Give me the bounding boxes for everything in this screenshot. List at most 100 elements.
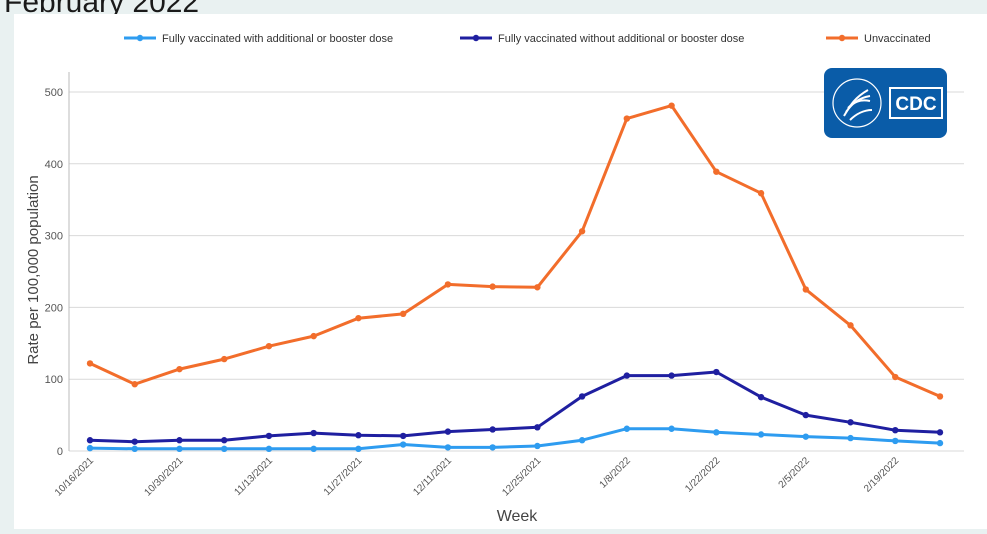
cdc-logo[interactable]: CDC	[824, 68, 947, 138]
data-point[interactable]	[131, 381, 138, 388]
data-point[interactable]	[265, 445, 273, 453]
data-point[interactable]	[265, 432, 273, 440]
data-point[interactable]	[578, 437, 586, 444]
x-tick-label: 12/25/2021	[500, 455, 543, 498]
x-axis-label: Week	[497, 508, 539, 525]
data-point[interactable]	[534, 442, 541, 450]
x-tick-label: 1/22/2022	[683, 455, 723, 495]
hhs-eagle-icon	[832, 78, 882, 128]
x-tick-label: 12/11/2021	[411, 455, 454, 498]
y-tick-label: 500	[45, 87, 63, 99]
series-no_booster	[86, 368, 944, 445]
data-point[interactable]	[713, 168, 720, 175]
data-point[interactable]	[757, 393, 765, 401]
data-point[interactable]	[355, 314, 362, 322]
x-axis-ticks: 10/16/2021 10/30/2021 11/13/2021 11/27/2021…	[53, 455, 902, 498]
y-axis-ticks: 0 100 200 300 400 500	[45, 87, 63, 458]
data-point[interactable]	[578, 228, 586, 235]
chart-legend: Fully vaccinated with additional or boos…	[124, 33, 931, 45]
x-tick-label: 1/8/2022	[598, 455, 634, 491]
data-point[interactable]	[668, 102, 675, 109]
data-point[interactable]	[444, 444, 452, 451]
cdc-logo-text: CDC	[895, 94, 936, 115]
data-point[interactable]	[221, 445, 228, 453]
chart-card: Fully vaccinated with additional or boos…	[14, 14, 987, 529]
data-point[interactable]	[265, 342, 273, 350]
data-point[interactable]	[176, 437, 183, 444]
x-tick-label: 11/27/2021	[322, 455, 365, 498]
data-point[interactable]	[310, 332, 317, 340]
data-point[interactable]	[489, 283, 496, 290]
chart-series	[86, 102, 944, 453]
series-line	[88, 427, 942, 451]
legend-label: Unvaccinated	[864, 33, 931, 45]
legend-item-no_booster[interactable]: Fully vaccinated without additional or b…	[460, 33, 744, 45]
data-point[interactable]	[936, 439, 944, 447]
data-point[interactable]	[802, 286, 809, 293]
data-point[interactable]	[713, 429, 720, 436]
data-point[interactable]	[131, 445, 138, 453]
data-point[interactable]	[444, 281, 452, 288]
data-point[interactable]	[623, 372, 631, 379]
y-tick-label: 200	[45, 302, 63, 314]
x-tick-label: 2/19/2022	[862, 455, 902, 495]
data-point[interactable]	[221, 355, 228, 363]
cdc-logo-badge	[889, 87, 943, 119]
y-tick-label: 400	[45, 159, 63, 171]
data-point[interactable]	[623, 115, 631, 122]
data-point[interactable]	[310, 429, 317, 437]
data-point[interactable]	[623, 425, 631, 432]
x-tick-label: 2/5/2022	[777, 455, 813, 491]
data-point[interactable]	[892, 426, 899, 434]
data-point[interactable]	[847, 419, 854, 426]
data-point[interactable]	[355, 445, 362, 453]
data-point[interactable]	[847, 322, 854, 329]
x-tick-label: 11/13/2021	[232, 455, 275, 498]
data-point[interactable]	[757, 431, 765, 438]
data-point[interactable]	[399, 441, 407, 448]
data-point[interactable]	[86, 360, 94, 367]
data-point[interactable]	[578, 393, 586, 400]
data-point[interactable]	[131, 438, 138, 445]
data-point[interactable]	[534, 424, 541, 431]
x-tick-label: 10/30/2021	[142, 455, 185, 498]
data-point[interactable]	[221, 437, 228, 444]
data-point[interactable]	[936, 429, 944, 436]
data-point[interactable]	[310, 445, 317, 453]
data-point[interactable]	[444, 428, 452, 435]
y-tick-label: 300	[45, 231, 63, 243]
data-point[interactable]	[489, 426, 496, 433]
data-point[interactable]	[176, 445, 183, 453]
data-point[interactable]	[802, 411, 809, 419]
legend-label: Fully vaccinated without additional or b…	[498, 33, 744, 45]
data-point[interactable]	[355, 432, 362, 439]
x-tick-label: 10/16/2021	[53, 455, 96, 498]
data-point[interactable]	[847, 434, 854, 442]
data-point[interactable]	[757, 190, 765, 197]
y-tick-label: 100	[45, 374, 63, 386]
data-point[interactable]	[534, 284, 541, 291]
data-point[interactable]	[892, 373, 899, 381]
data-point[interactable]	[668, 425, 675, 432]
data-point[interactable]	[489, 444, 496, 451]
series-unvaccinated	[86, 102, 944, 400]
data-point[interactable]	[86, 444, 94, 452]
data-point[interactable]	[86, 437, 94, 444]
data-point[interactable]	[399, 310, 407, 318]
legend-item-booster[interactable]: Fully vaccinated with additional or boos…	[124, 33, 393, 45]
data-point[interactable]	[176, 365, 183, 373]
legend-swatch-marker	[136, 34, 144, 42]
legend-item-unvaccinated[interactable]: Unvaccinated	[826, 33, 931, 45]
series-booster	[86, 425, 944, 453]
cdc-logo-background	[824, 68, 947, 138]
legend-swatch-marker	[472, 34, 480, 42]
data-point[interactable]	[399, 432, 407, 440]
line-chart: Fully vaccinated with additional or boos…	[25, 33, 964, 525]
data-point[interactable]	[713, 368, 720, 376]
data-point[interactable]	[936, 393, 944, 400]
data-point[interactable]	[668, 372, 675, 379]
chart-grid	[68, 72, 964, 452]
series-line	[88, 104, 942, 398]
data-point[interactable]	[892, 437, 899, 445]
data-point[interactable]	[802, 433, 809, 440]
